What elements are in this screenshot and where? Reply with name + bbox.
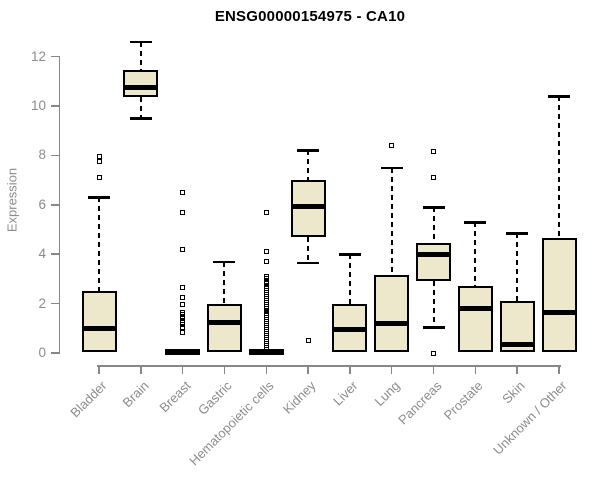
median-line [457,306,493,312]
x-tick [558,365,560,374]
y-tick [51,352,59,354]
box [457,286,493,352]
outlier-point [96,175,102,181]
outlier-point [180,329,186,335]
whisker-line [432,281,435,328]
whisker-cap [548,95,571,98]
outlier-point [180,294,186,300]
y-tick-label: 10 [30,98,46,113]
median-line [290,203,326,209]
y-tick [51,154,59,157]
outlier-point [305,338,311,344]
x-tick [265,365,268,374]
outlier-point [263,346,269,352]
box [206,303,242,352]
y-tick-label: 0 [38,345,46,360]
median-line [332,327,368,333]
box [541,238,577,352]
x-tick [349,365,351,374]
outlier-point [431,175,437,181]
y-axis-line [58,55,60,354]
whisker-line [98,197,100,292]
chart-title: ENSG00000154975 - CA10 [214,8,406,25]
box [123,70,159,98]
y-tick-label: 2 [38,295,46,311]
median-line [206,319,242,325]
y-tick-label: 12 [30,48,46,64]
whisker-line [516,233,519,302]
median-line [499,341,535,347]
x-tick [140,365,142,374]
whisker-line [474,222,477,287]
median-line [81,325,117,331]
x-category-label: Unknown / Other [490,378,570,458]
y-tick-label: 8 [38,147,46,163]
median-line [374,320,410,326]
outlier-point [180,189,186,195]
outlier-point [180,302,186,308]
outlier-point [263,249,269,255]
whisker-line [348,254,351,304]
whisker-cap [297,149,320,152]
whisker-cap [129,40,152,44]
whisker-cap [338,253,361,256]
whisker-cap [297,261,320,265]
y-tick [51,253,59,255]
median-line [416,251,452,257]
y-tick [51,105,59,107]
outlier-point [431,149,437,155]
whisker-cap [380,166,403,170]
x-tick [307,365,309,374]
y-tick [51,204,59,206]
outlier-point [180,324,186,330]
whisker-line [390,167,393,276]
outlier-point [431,350,437,356]
whisker-cap [129,117,152,120]
outlier-point [96,154,102,160]
x-tick [516,365,518,374]
whisker-cap [422,206,445,209]
y-tick [51,302,59,305]
outlier-point [389,143,395,149]
whisker-cap [213,260,236,264]
y-tick-label: 4 [38,246,46,262]
median-line [123,84,159,90]
x-tick [432,365,435,374]
whisker-line [223,261,226,304]
x-tick [474,365,477,374]
whisker-line [558,96,561,239]
outlier-point [180,246,186,252]
x-axis-line [97,365,562,367]
whisker-cap [506,232,529,235]
outlier-point [96,159,102,165]
box [416,243,452,282]
outlier-point [263,209,269,215]
whisker-cap [422,326,445,329]
outlier-point [180,209,186,215]
y-tick [51,55,59,58]
outlier-point [263,259,269,265]
outlier-point [180,285,186,291]
x-tick [390,365,393,374]
whisker-line [307,236,310,263]
median-line [541,309,577,315]
x-tick [181,365,184,374]
x-tick [98,365,100,374]
y-tick-label: 6 [38,196,46,212]
whisker-line [432,207,435,244]
box [81,291,117,352]
whisker-line [139,97,142,119]
median-line [165,349,201,355]
whisker-cap [88,196,110,199]
box [374,275,410,352]
whisker-cap [464,221,487,224]
whisker-line [307,150,310,181]
x-tick [223,365,226,374]
whisker-line [139,41,142,71]
